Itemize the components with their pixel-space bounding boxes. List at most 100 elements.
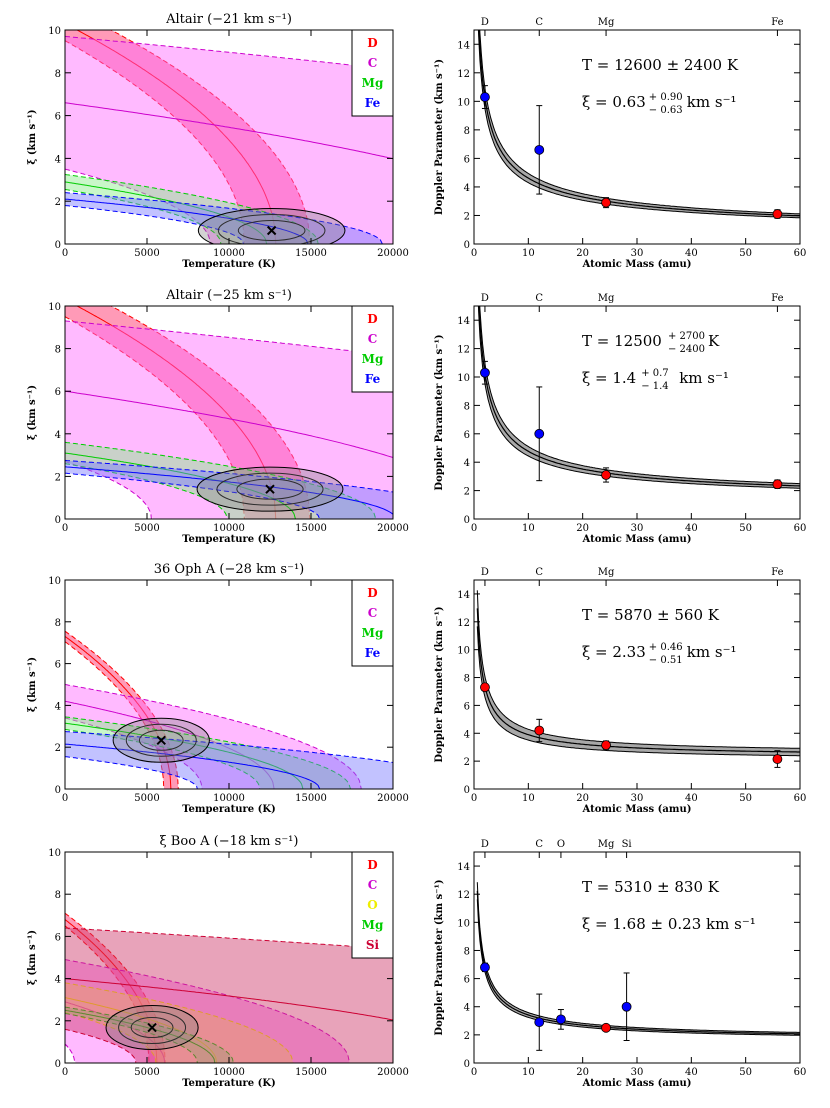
panel-title: Altair (−21 km s⁻¹) (165, 12, 292, 27)
xi-annotation: ξ = 0.63 (582, 93, 646, 111)
x-tick-label: 60 (794, 523, 807, 534)
central-line-c (65, 102, 393, 160)
legend-entry-c: C (368, 878, 378, 892)
panel-title: 36 Oph A (−28 km s⁻¹) (154, 562, 304, 577)
element-label-d: D (481, 839, 489, 850)
band-edge-c-low (65, 461, 152, 519)
element-label-mg: Mg (598, 839, 615, 850)
data-point (480, 92, 490, 102)
temperature-plus: + 2700 (668, 331, 705, 342)
y-tick-label: 10 (48, 302, 61, 313)
y-tick-label: 14 (457, 40, 470, 51)
y-tick-label: 10 (457, 373, 470, 384)
data-point (480, 962, 490, 973)
band-edge-si-high (65, 927, 393, 950)
element-label-o: O (557, 839, 565, 850)
y-tick-label: 4 (55, 154, 61, 165)
y-axis-label: ξ (km s⁻¹) (27, 109, 38, 164)
y-tick-label: 12 (457, 345, 470, 356)
y-tick-label: 8 (464, 126, 470, 137)
data-point (601, 470, 611, 480)
central-line-d (65, 919, 158, 1063)
xi-annotation: ξ = 2.33 (582, 643, 646, 661)
y-tick-label: 4 (464, 729, 470, 740)
y-tick-label: 6 (464, 701, 470, 712)
y-tick-label: 2 (55, 1017, 61, 1028)
band-mg (65, 1007, 234, 1063)
temperature-unit: K (708, 332, 720, 350)
band-edge-c-high (65, 684, 362, 789)
band-edge-c-low (65, 168, 211, 244)
data-point (534, 725, 545, 736)
band-edge-si-low (65, 1028, 137, 1063)
y-axis-label: ξ (km s⁻¹) (27, 930, 38, 985)
contour-inner (130, 1017, 174, 1039)
xi-unit: km s⁻¹ (679, 369, 729, 387)
band-edge-fe-high (65, 459, 393, 493)
element-label-si: Si (622, 839, 632, 850)
y-axis-label: Doppler Parameter (km s⁻¹) (434, 879, 445, 1035)
band-edge-c-high (65, 959, 351, 1063)
fit-band-lower (476, 626, 800, 757)
band-edge-d-high (65, 912, 166, 1063)
doppler-panel-2: 0 10 20 30 40 50 60 0 2 4 6 8 10 12 14 D C Mg Fe Atomic Mas… (434, 293, 807, 545)
y-axis-label: Doppler Parameter (km s⁻¹) (434, 606, 445, 762)
y-axis-label: Doppler Parameter (km s⁻¹) (434, 334, 445, 490)
element-label-d: D (481, 567, 489, 578)
legend-box (351, 305, 394, 393)
x-tick-label: 10000 (213, 523, 245, 534)
x-axis-label: Temperature (K) (182, 259, 276, 270)
fit-band-upper (479, 30, 800, 215)
x-tick-label: 15000 (295, 793, 327, 804)
plot-area (476, 590, 800, 757)
x-tick-label: 0 (62, 793, 68, 804)
data-point (772, 479, 783, 490)
data-point (534, 1017, 545, 1028)
y-tick-label: 2 (55, 197, 61, 208)
legend: DC Mg Fe (351, 29, 394, 117)
legend-entry-fe: Fe (365, 372, 381, 386)
temperature-annotation: T = 5310 ± 830 K (582, 878, 720, 896)
xi-temperature-panel-3: 0 5000 10000 15000 20000 0 2 4 6 8 10 36 Oph A (−28… (27, 562, 409, 815)
temperature-minus: − 2400 (668, 344, 705, 355)
legend-entry-d: D (367, 312, 377, 326)
y-tick-label: 0 (55, 785, 61, 796)
band-edge-c-high (65, 35, 393, 71)
fit-band-lower (476, 899, 800, 1036)
contour-inner (237, 220, 306, 242)
data-point (621, 1001, 632, 1012)
x-tick-label: 10000 (213, 793, 245, 804)
y-tick-label: 4 (55, 430, 61, 441)
y-tick-label: 8 (55, 69, 61, 80)
y-tick-label: 0 (464, 240, 470, 251)
central-line-c (65, 390, 393, 458)
data-point (601, 740, 611, 751)
doppler-panel-3: 0 10 20 30 40 50 60 0 2 4 6 8 10 12 14 D C Mg Fe Atomic Mas… (434, 567, 806, 815)
x-tick-label: 60 (794, 1067, 807, 1078)
band-fe (65, 731, 393, 789)
x-tick-label: 10 (522, 1067, 535, 1078)
data-point (480, 367, 490, 378)
x-tick-label: 40 (685, 793, 698, 804)
central-line-mg (65, 722, 304, 789)
y-tick-label: 8 (55, 618, 61, 629)
y-tick-label: 2 (55, 472, 61, 483)
fit-curve (478, 306, 800, 487)
x-tick-label: 0 (471, 1067, 477, 1078)
fit-band-upper (476, 882, 800, 1033)
band-edge-fe-low (65, 472, 321, 519)
data-point (601, 197, 611, 208)
x-tick-label: 5000 (134, 1067, 159, 1078)
legend-entry-c: C (368, 332, 378, 346)
contour-mid (216, 472, 324, 506)
y-tick-label: 8 (464, 674, 470, 685)
band-edge-fe-high (65, 731, 393, 763)
x-axis-label: Temperature (K) (182, 534, 276, 545)
band-edge-d-high (110, 30, 311, 244)
xi-plus: + 0.7 (641, 368, 668, 379)
x-tick-label: 10 (522, 523, 535, 534)
band-edge-d-high (65, 630, 179, 789)
best-fit-marker (147, 1022, 157, 1033)
x-tick-label: 20000 (377, 248, 409, 259)
y-tick-label: 8 (55, 890, 61, 901)
